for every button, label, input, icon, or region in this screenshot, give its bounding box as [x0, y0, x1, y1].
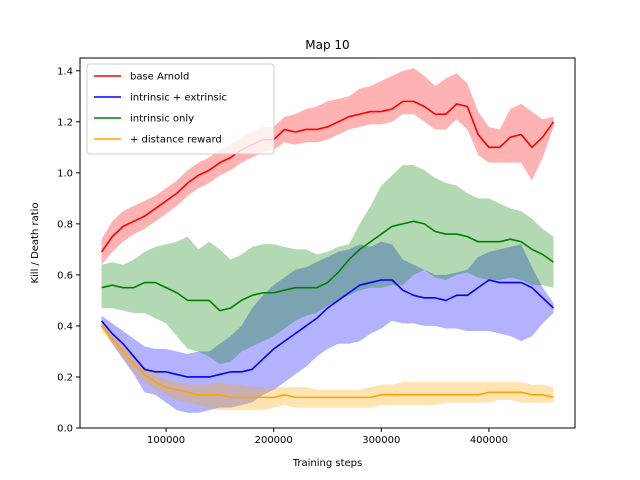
- y-tick-label: 0.4: [57, 321, 73, 332]
- distance-reward-line: [100, 325, 554, 399]
- x-tick-label: 200000: [255, 435, 293, 446]
- y-tick-label: 0.2: [57, 372, 73, 383]
- y-tick-label: 0.0: [57, 424, 73, 435]
- base-arnold-legend-label: base Arnold: [130, 72, 189, 83]
- y-axis: 0.0 0.2 0.4 0.6 0.8 1.0 1.2 1.4: [57, 66, 80, 435]
- x-tick-label: 100000: [147, 435, 185, 446]
- intrinsic-only-legend-label: intrinsic only: [130, 114, 194, 125]
- x-axis: 100000 200000 300000 400000: [147, 428, 508, 446]
- x-tick-label: 300000: [362, 435, 400, 446]
- y-tick-label: 1.2: [57, 117, 73, 128]
- base-arnold-band: [101, 68, 554, 265]
- intrinsic-extrinsic-band: [101, 241, 554, 413]
- base-arnold-line: [100, 100, 555, 253]
- confidence-bands: [101, 68, 554, 413]
- y-tick-label: 1.0: [57, 168, 73, 179]
- distance-reward-legend-label: + distance reward: [130, 135, 222, 146]
- y-tick-label: 1.4: [57, 66, 73, 77]
- legend-box: [86, 63, 275, 155]
- legend: base Arnold intrinsic + extrinsic intrinsi…: [86, 63, 275, 155]
- chart-title: Map 10: [305, 38, 349, 52]
- distance-reward-band: [101, 320, 554, 411]
- plot-area-frame: [79, 57, 576, 429]
- intrinsic-only-line: [101, 220, 554, 312]
- x-axis-label: Training steps: [292, 458, 362, 469]
- intrinsic-extrinsic-line: [100, 279, 555, 378]
- intrinsic-extrinsic-legend-label: intrinsic + extrinsic: [130, 93, 227, 104]
- intrinsic-only-band: [101, 165, 554, 365]
- y-tick-label: 0.6: [57, 270, 73, 281]
- y-tick-label: 0.8: [57, 219, 73, 230]
- x-tick-label: 400000: [470, 435, 508, 446]
- y-axis-label: Kill / Death ratio: [30, 202, 41, 283]
- series-lines: [100, 100, 555, 399]
